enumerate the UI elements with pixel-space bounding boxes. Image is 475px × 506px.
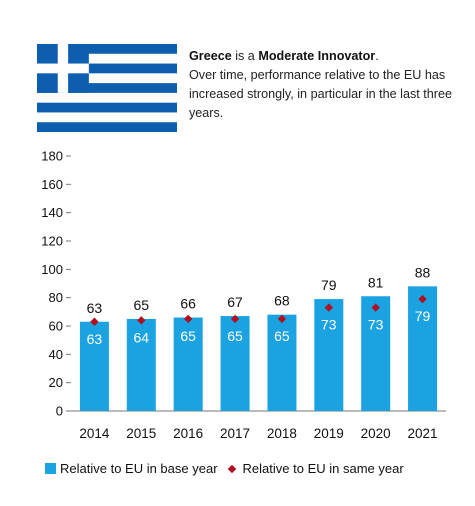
bar-value-label: 79 xyxy=(321,277,337,293)
bar-value-label: 65 xyxy=(134,297,150,313)
y-tick-label: 140 xyxy=(41,205,63,220)
marker-value-label: 63 xyxy=(87,331,103,347)
headline: Greece is a Moderate Innovator. Over tim… xyxy=(189,47,461,123)
marker-2014 xyxy=(90,317,99,326)
y-tick-label: 180 xyxy=(41,149,63,164)
marker-value-label: 73 xyxy=(368,317,384,333)
legend-marker-label: Relative to EU in same year xyxy=(242,461,404,476)
bar-value-label: 67 xyxy=(227,294,243,310)
legend-bar-swatch xyxy=(45,463,56,474)
flag-stripe xyxy=(37,83,177,93)
marker-value-label: 79 xyxy=(415,308,431,324)
legend-marker-swatch xyxy=(227,464,236,473)
x-tick-label: 2015 xyxy=(126,426,156,441)
bar-value-label: 88 xyxy=(415,264,431,280)
bar-2015 xyxy=(126,318,156,411)
bar-value-label: 66 xyxy=(180,296,196,312)
bar-2019 xyxy=(314,299,344,411)
y-tick-label: 0 xyxy=(56,404,63,419)
x-axis: 2014 2015 2016 2017 2018 2019 2020 2021 xyxy=(79,426,437,441)
marker-value-label: 64 xyxy=(134,329,150,345)
headline-period: . xyxy=(375,49,379,63)
y-axis: 0 20 40 60 80 100 120 140 160 180 xyxy=(41,149,446,419)
performance-description: Over time, performance relative to the E… xyxy=(189,68,452,120)
y-tick-label: 160 xyxy=(41,177,63,192)
headline-connector: is a xyxy=(231,49,259,63)
x-tick-label: 2014 xyxy=(79,426,110,441)
flag-stripe xyxy=(37,102,177,113)
country-name: Greece xyxy=(189,49,232,63)
y-tick-label: 80 xyxy=(49,290,63,305)
legend: Relative to EU in base year Relative to … xyxy=(45,461,404,476)
marker-2017 xyxy=(230,314,240,324)
legend-bar-label: Relative to EU in base year xyxy=(60,461,218,476)
bar-2014 xyxy=(79,321,109,411)
bar-2020 xyxy=(361,296,391,411)
y-tick-label: 40 xyxy=(49,347,63,362)
innovator-group: Moderate Innovator xyxy=(258,49,376,63)
bar-2016 xyxy=(173,317,203,411)
markers xyxy=(90,294,427,326)
bar-value-label: 63 xyxy=(87,300,103,316)
x-tick-label: 2021 xyxy=(408,426,438,441)
bar-value-label: 81 xyxy=(368,274,384,290)
bar-2017 xyxy=(220,316,250,411)
flag-stripe xyxy=(37,44,177,54)
y-tick-label: 100 xyxy=(41,262,63,277)
marker-value-label: 65 xyxy=(180,328,196,344)
marker-2019 xyxy=(324,303,334,312)
flag-cross-horizontal xyxy=(37,63,89,74)
y-tick-label: 20 xyxy=(49,375,63,390)
flag-stripe xyxy=(37,122,177,132)
data-labels: 63 63 65 64 66 65 67 65 68 65 79 73 81 73 88 79 xyxy=(87,264,431,346)
x-tick-label: 2016 xyxy=(173,426,203,441)
x-tick-label: 2019 xyxy=(314,426,344,441)
marker-2020 xyxy=(371,303,380,312)
marker-value-label: 65 xyxy=(274,328,290,344)
marker-value-label: 73 xyxy=(321,317,337,333)
y-tick-label: 120 xyxy=(41,234,63,249)
marker-2018 xyxy=(277,314,287,324)
x-tick-label: 2018 xyxy=(267,426,297,441)
y-tick-label: 60 xyxy=(49,319,63,334)
marker-2021 xyxy=(418,294,427,304)
bar-2021 xyxy=(408,286,438,411)
flag-stripe xyxy=(37,63,177,74)
marker-value-label: 65 xyxy=(227,328,243,344)
marker-2016 xyxy=(183,314,193,324)
bar-value-label: 68 xyxy=(274,293,290,309)
bar-2018 xyxy=(267,314,297,411)
x-tick-label: 2020 xyxy=(361,426,391,441)
x-tick-label: 2017 xyxy=(220,426,250,441)
marker-2015 xyxy=(137,316,146,325)
bars xyxy=(79,286,438,411)
greece-flag xyxy=(37,44,177,132)
